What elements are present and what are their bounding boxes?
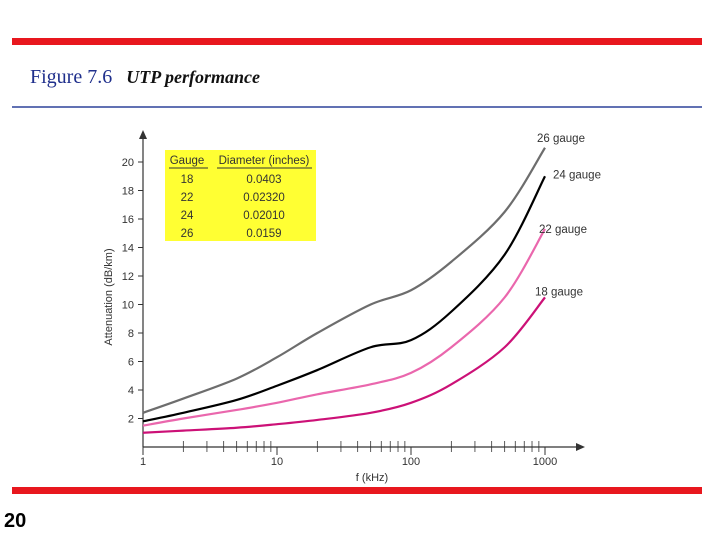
y-axis-label: Attenuation (dB/km) <box>103 248 115 345</box>
y-tick-label: 18 <box>122 186 134 198</box>
table-cell: 24 <box>181 210 194 222</box>
x-tick-label: 10 <box>271 456 283 468</box>
table-cell: 0.02320 <box>243 192 285 204</box>
table-header-cell: Gauge <box>170 155 205 167</box>
series-label-26-gauge: 26 gauge <box>537 133 585 145</box>
y-tick-label: 2 <box>128 414 134 426</box>
x-axis-label: f (kHz) <box>356 472 388 484</box>
y-tick-label: 4 <box>128 385 134 397</box>
x-axis-arrow-icon <box>576 443 585 451</box>
gauge-diameter-table: Gauge Diameter (inches) 18 0.0403 22 0.02320 2… <box>165 150 316 241</box>
series-label-24-gauge: 24 gauge <box>553 169 601 181</box>
figure-label: Figure 7.6 <box>30 66 113 88</box>
series-label-22-gauge: 22 gauge <box>539 224 587 236</box>
y-tick-label: 6 <box>128 357 134 369</box>
y-tick-label: 8 <box>128 328 134 340</box>
x-tick-label: 100 <box>402 456 420 468</box>
table-cell: 0.02010 <box>243 210 285 222</box>
y-tick-label: 14 <box>122 243 134 255</box>
figure-title: UTP performance <box>126 67 261 87</box>
y-tick-label: 16 <box>122 214 134 226</box>
title-underline <box>12 106 702 108</box>
table-background <box>165 150 316 241</box>
series-label-18-gauge: 18 gauge <box>535 286 583 298</box>
y-tick-label: 20 <box>122 157 134 169</box>
table-cell: 22 <box>181 192 194 204</box>
slide-title: Figure 7.6 UTP performance <box>30 66 260 89</box>
table-cell: 0.0159 <box>246 228 281 240</box>
chart-series: 26 gauge 24 gauge 22 gauge 18 gauge <box>142 133 601 434</box>
table-cell: 0.0403 <box>246 174 281 186</box>
x-tick-label: 1 <box>140 456 146 468</box>
table-header-cell: Diameter (inches) <box>219 155 310 167</box>
series-line-24-gauge <box>142 175 546 423</box>
series-line-26-gauge <box>142 147 546 414</box>
table-cell: 26 <box>181 228 194 240</box>
y-tick-label: 10 <box>122 300 134 312</box>
y-tick-label: 12 <box>122 271 134 283</box>
y-axis-arrow-icon <box>139 130 147 139</box>
table-cell: 18 <box>181 174 194 186</box>
page-number: 20 <box>4 510 27 532</box>
series-line-22-gauge <box>142 228 546 427</box>
bottom-red-rule <box>12 487 702 494</box>
x-tick-label: 1000 <box>533 456 557 468</box>
top-red-rule <box>12 38 702 45</box>
series-line-18-gauge <box>142 296 546 434</box>
